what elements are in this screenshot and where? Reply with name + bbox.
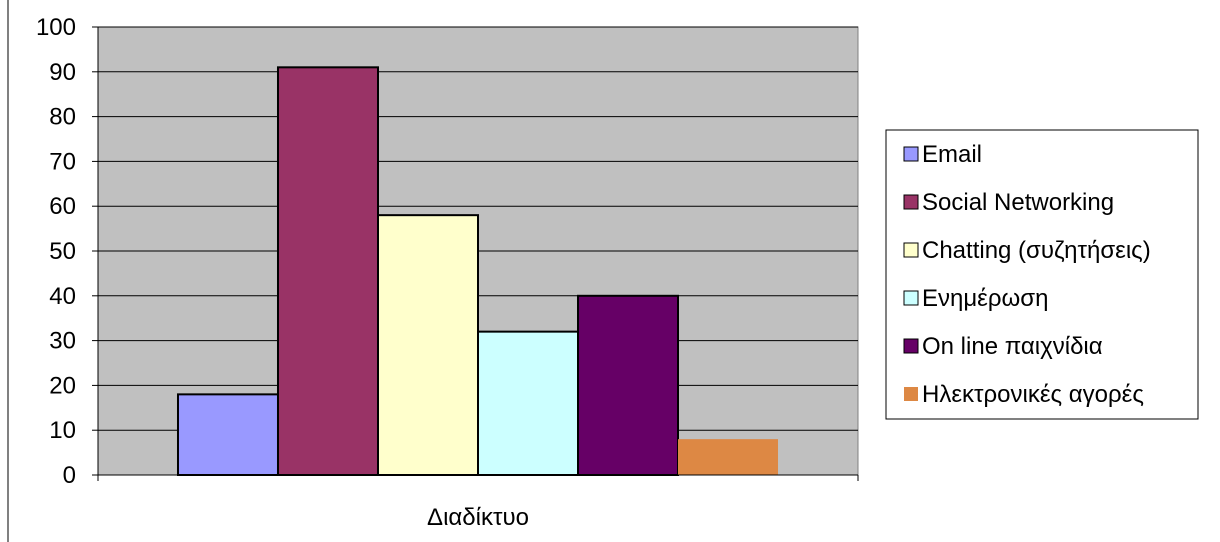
legend-label: Social Networking bbox=[922, 189, 1114, 216]
y-tick-label: 10 bbox=[49, 417, 76, 444]
legend: Email Social Networking Chatting (συζητήσε… bbox=[885, 129, 1199, 420]
legend-label: Ενημέρωση bbox=[922, 285, 1048, 312]
y-tick-label: 50 bbox=[49, 238, 76, 265]
legend-label: On line παιχνίδια bbox=[922, 333, 1103, 360]
bar-ηλεκτρονικές-αγορές bbox=[678, 439, 779, 475]
bar-social-networking bbox=[276, 66, 379, 476]
legend-label: Email bbox=[922, 141, 982, 168]
legend-swatch bbox=[903, 290, 919, 306]
y-tick-label: 80 bbox=[49, 104, 76, 131]
y-tick-label: 70 bbox=[49, 148, 76, 175]
y-tick-label: 0 bbox=[63, 462, 76, 489]
bars bbox=[176, 66, 779, 477]
legend-swatch bbox=[903, 242, 919, 258]
bar-ενημέρωση bbox=[477, 330, 580, 477]
legend-swatch bbox=[903, 338, 919, 354]
bar-chatting-συζητήσεις- bbox=[376, 214, 480, 476]
bar-email bbox=[176, 393, 279, 476]
y-tick-label: 100 bbox=[36, 14, 76, 41]
y-tick-label: 90 bbox=[49, 59, 76, 86]
x-category-label: Διαδίκτυο bbox=[427, 504, 529, 531]
legend-swatch bbox=[903, 146, 919, 162]
y-tick-label: 60 bbox=[49, 193, 76, 220]
legend-label: Chatting (συζητήσεις) bbox=[922, 237, 1151, 264]
y-tick-label: 20 bbox=[49, 372, 76, 399]
bar-on-line-παιχνίδια bbox=[577, 294, 680, 476]
y-axis: 0 10 20 30 40 50 60 70 80 90 100 bbox=[36, 14, 99, 489]
y-tick-label: 40 bbox=[49, 283, 76, 310]
x-axis: Διαδίκτυο bbox=[97, 474, 859, 531]
legend-swatch bbox=[903, 194, 919, 210]
legend-swatch bbox=[904, 387, 918, 401]
legend-label: Ηλεκτρονικές αγορές bbox=[922, 381, 1144, 408]
y-tick-label: 30 bbox=[49, 328, 76, 355]
legend-box bbox=[885, 129, 1199, 420]
